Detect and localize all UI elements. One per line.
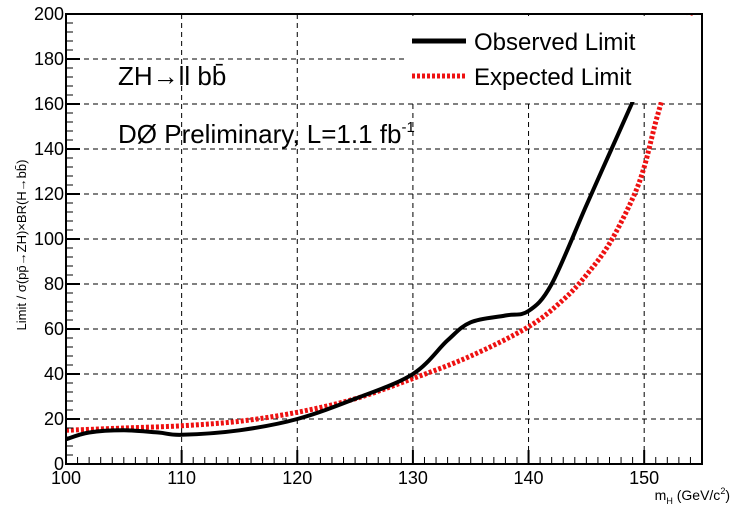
y-tick-label-20: 20 xyxy=(44,409,64,429)
tick-labels: 100 110 120 130 140 150 0 20 40 60 80 100 120 140 160 1… xyxy=(34,4,659,488)
y-tick-label-0: 0 xyxy=(54,454,64,474)
legend-background xyxy=(406,16,702,102)
x-tick-label-100: 100 xyxy=(51,468,81,488)
x-tick-label-120: 120 xyxy=(282,468,312,488)
experiment-annotation: DØ Preliminary, L=1.1 fb-1 xyxy=(118,119,415,149)
series-lines xyxy=(66,14,694,442)
x-tick-label-150: 150 xyxy=(629,468,659,488)
y-tick-label-180: 180 xyxy=(34,49,64,69)
series-line-observed xyxy=(66,99,635,442)
legend-label-expected: Expected Limit xyxy=(474,64,632,91)
y-tick-label-200: 200 xyxy=(34,4,64,24)
x-axis-label-unit: (GeV/c xyxy=(673,487,720,503)
y-tick-label-140: 140 xyxy=(34,139,64,159)
x-axis-label-sup: 2 xyxy=(720,486,725,496)
y-tick-label-100: 100 xyxy=(34,229,64,249)
legend: Observed Limit Expected Limit xyxy=(412,29,636,91)
y-tick-label-160: 160 xyxy=(34,94,64,114)
y-tick-label-40: 40 xyxy=(44,364,64,384)
experiment-annotation-main: DØ Preliminary, L=1.1 fb xyxy=(118,119,401,149)
legend-label-observed: Observed Limit xyxy=(474,29,636,56)
x-axis-label-sub: H xyxy=(666,496,673,506)
axis-ticks xyxy=(65,13,703,465)
y-axis-label: Limit / σ(pp̄→ZH)×BR(H→bb̄) xyxy=(14,160,29,331)
y-tick-label-60: 60 xyxy=(44,319,64,339)
x-axis-label-main: m xyxy=(655,487,667,503)
experiment-annotation-sup: -1 xyxy=(401,119,414,136)
process-annotation: ZH→ll bb̄ xyxy=(118,61,226,91)
y-tick-label-80: 80 xyxy=(44,274,64,294)
x-axis-label-close: ) xyxy=(725,487,730,503)
x-tick-label-130: 130 xyxy=(398,468,428,488)
x-tick-label-110: 110 xyxy=(167,468,196,488)
x-axis-label: mH (GeV/c2) xyxy=(655,486,730,506)
y-tick-label-120: 120 xyxy=(34,184,64,204)
x-tick-label-140: 140 xyxy=(514,468,544,488)
